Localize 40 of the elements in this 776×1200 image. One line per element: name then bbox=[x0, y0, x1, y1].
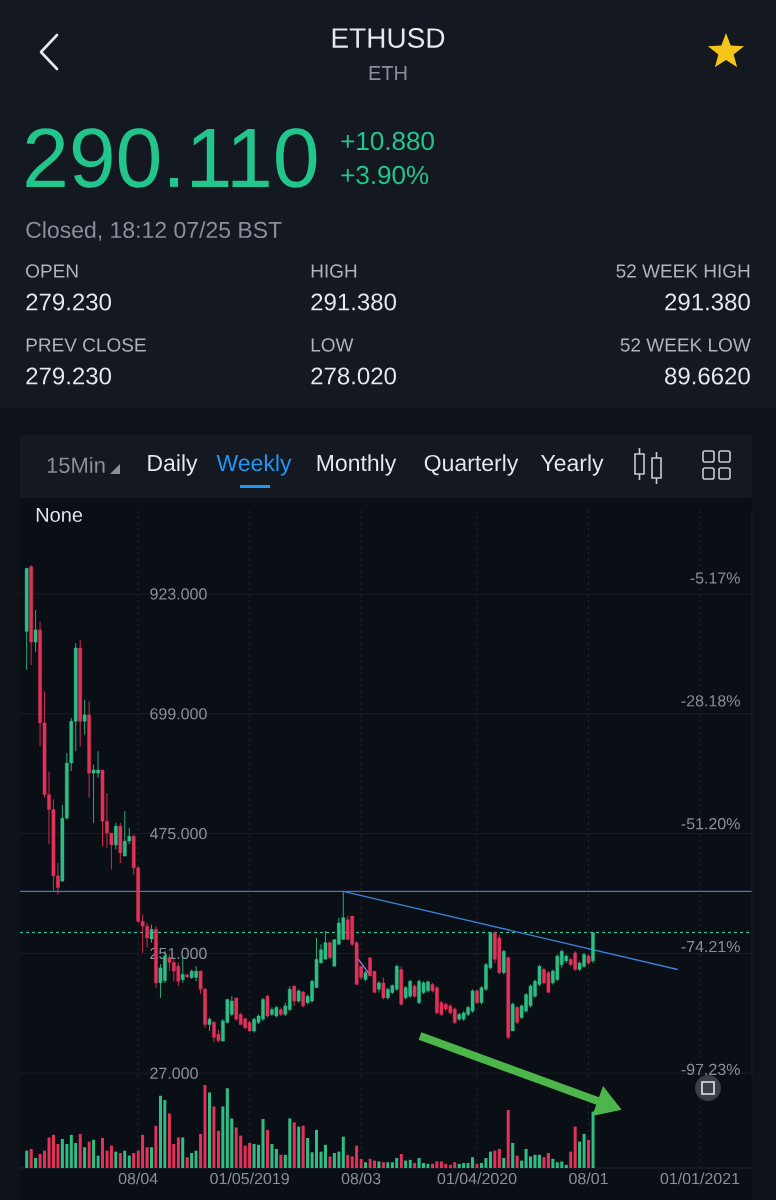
text: 89.6620 bbox=[665, 367, 750, 385]
text: 279.230 bbox=[26, 367, 111, 385]
x-tick-label: 08/04 bbox=[118, 1172, 158, 1185]
x-tick-label: 01/05/2019 bbox=[210, 1172, 289, 1185]
x-tick-label: 08/03 bbox=[341, 1172, 381, 1185]
text: 279.230 bbox=[26, 293, 111, 311]
text: LOW bbox=[311, 338, 354, 352]
text: +3.90% bbox=[341, 165, 429, 185]
x-tick-label: 01/04/2020 bbox=[437, 1172, 517, 1185]
text: Monthly bbox=[317, 454, 397, 476]
text: Yearly bbox=[540, 454, 604, 476]
y-tick-label: 475.000 bbox=[149, 827, 207, 840]
text: PREV CLOSE bbox=[26, 338, 146, 352]
text: 15Min bbox=[47, 456, 105, 474]
text: Daily bbox=[148, 454, 198, 476]
annotation: None bbox=[36, 508, 83, 522]
x-tick-label: 08/01 bbox=[569, 1172, 608, 1185]
y2-tick-label: -74.21% bbox=[681, 940, 740, 953]
text: 52 WEEK LOW bbox=[620, 338, 751, 352]
y2-tick-label: -5.17% bbox=[690, 572, 740, 584]
y-tick-label: 699.000 bbox=[150, 708, 207, 720]
y-tick-label: 923.000 bbox=[150, 588, 207, 600]
chart-subtitle: ETH bbox=[369, 66, 407, 80]
x-tick-label: 01/01/2021 bbox=[660, 1172, 740, 1185]
text: 291.380 bbox=[311, 293, 396, 311]
text: +10.880 bbox=[341, 131, 434, 151]
text: 278.020 bbox=[311, 367, 396, 385]
text: OPEN bbox=[26, 264, 78, 278]
y-tick-label: 27.000 bbox=[150, 1067, 198, 1079]
text: Closed, 18:12 07/25 BST bbox=[26, 221, 282, 241]
text: Quarterly bbox=[424, 454, 519, 476]
text: Weekly bbox=[216, 454, 292, 476]
y2-tick-label: -51.20% bbox=[681, 818, 740, 830]
text: 291.380 bbox=[665, 293, 750, 311]
text: HIGH bbox=[311, 264, 357, 278]
text: 52 WEEK HIGH bbox=[616, 264, 750, 278]
y2-tick-label: -28.18% bbox=[681, 695, 740, 707]
text: 290.110 bbox=[26, 128, 317, 188]
chart-title: ETHUSD bbox=[332, 28, 445, 48]
y2-tick-label: -97.23% bbox=[681, 1063, 740, 1076]
